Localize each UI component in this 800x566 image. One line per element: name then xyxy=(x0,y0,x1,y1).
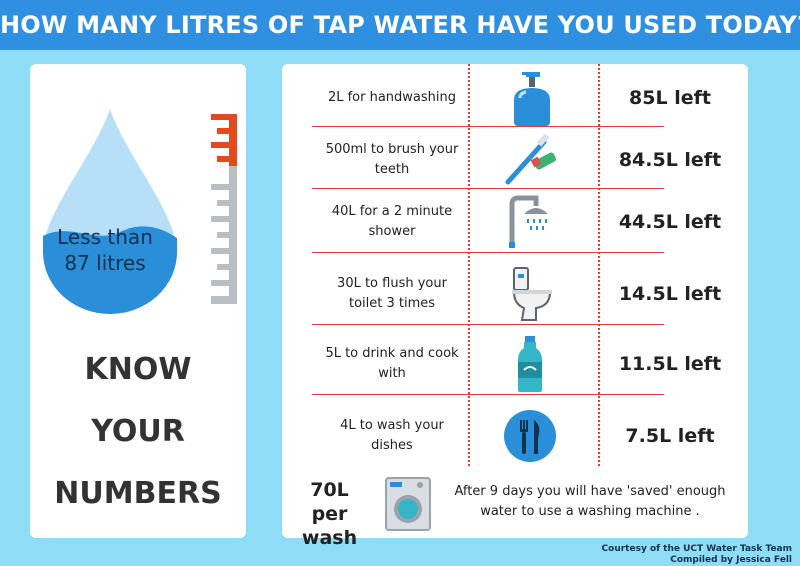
washing-machine-note: After 9 days you will have 'saved' enoug… xyxy=(454,484,726,519)
shower-icon xyxy=(509,195,548,248)
usage-description: 500ml to brush your teeth xyxy=(325,142,459,177)
remaining-water: 7.5L left xyxy=(625,425,715,447)
remaining-water: 85L left xyxy=(629,87,711,109)
usage-row: 5L to drink and cook with 11.5L left xyxy=(282,330,748,398)
row-divider xyxy=(312,252,664,253)
cutlery-icon xyxy=(504,410,556,462)
remaining-water: 11.5L left xyxy=(618,353,722,375)
usage-row: 4L to wash your dishes 7.5L left xyxy=(282,402,748,470)
remaining-water: 44.5L left xyxy=(618,211,722,233)
know-your-numbers-heading: KNOW YOUR NUMBERS xyxy=(30,339,246,525)
usage-row: 30L to flush your toilet 3 times 14.5L l… xyxy=(282,260,748,328)
usage-panel: 2L for handwashing 85L left 500ml to bru… xyxy=(282,64,748,549)
water-drop-icon xyxy=(43,109,177,314)
remaining-water: 14.5L left xyxy=(618,283,722,305)
measuring-ruler-icon xyxy=(211,114,237,304)
row-divider xyxy=(312,324,664,325)
washing-machine-label: 70L per wash xyxy=(301,479,358,549)
usage-description: 40L for a 2 minute shower xyxy=(331,204,453,239)
usage-description: 4L to wash your dishes xyxy=(340,418,444,453)
drop-caption-line-2: 87 litres xyxy=(64,251,146,275)
row-divider xyxy=(312,394,664,395)
toilet-icon xyxy=(512,267,552,321)
tagline-line-1: KNOW xyxy=(84,352,192,387)
usage-description: 5L to drink and cook with xyxy=(325,346,459,381)
water-bottle-icon xyxy=(518,336,542,392)
usage-row: 2L for handwashing 85L left xyxy=(282,64,748,132)
washing-machine-icon xyxy=(385,477,431,531)
drop-caption: Less than 87 litres xyxy=(42,224,168,276)
remaining-water: 84.5L left xyxy=(618,149,722,171)
usage-row: 500ml to brush your teeth 84.5L left xyxy=(282,126,748,194)
column-divider-left xyxy=(468,64,470,466)
usage-description: 2L for handwashing xyxy=(327,90,457,105)
toothbrush-icon xyxy=(505,133,557,185)
drop-caption-line-1: Less than xyxy=(57,225,153,249)
credit-line-2: Compiled by Jessica Fell xyxy=(670,555,792,565)
tagline-line-2: YOUR xyxy=(91,414,185,449)
soap-dispenser-icon xyxy=(514,72,550,126)
usage-description: 30L to flush your toilet 3 times xyxy=(337,276,447,311)
title-banner: HOW MANY LITRES OF TAP WATER HAVE YOU US… xyxy=(0,0,800,50)
row-divider xyxy=(312,188,664,189)
column-divider-right xyxy=(598,64,600,466)
left-panel: Less than 87 litres KNOW YOUR NUMBERS xyxy=(30,64,246,538)
tagline-line-3: NUMBERS xyxy=(54,476,222,511)
credit-line-1: Courtesy of the UCT Water Task Team xyxy=(601,544,792,554)
row-divider xyxy=(312,126,664,127)
page-title: HOW MANY LITRES OF TAP WATER HAVE YOU US… xyxy=(0,11,800,39)
usage-row: 40L for a 2 minute shower 44.5L left xyxy=(282,188,748,256)
